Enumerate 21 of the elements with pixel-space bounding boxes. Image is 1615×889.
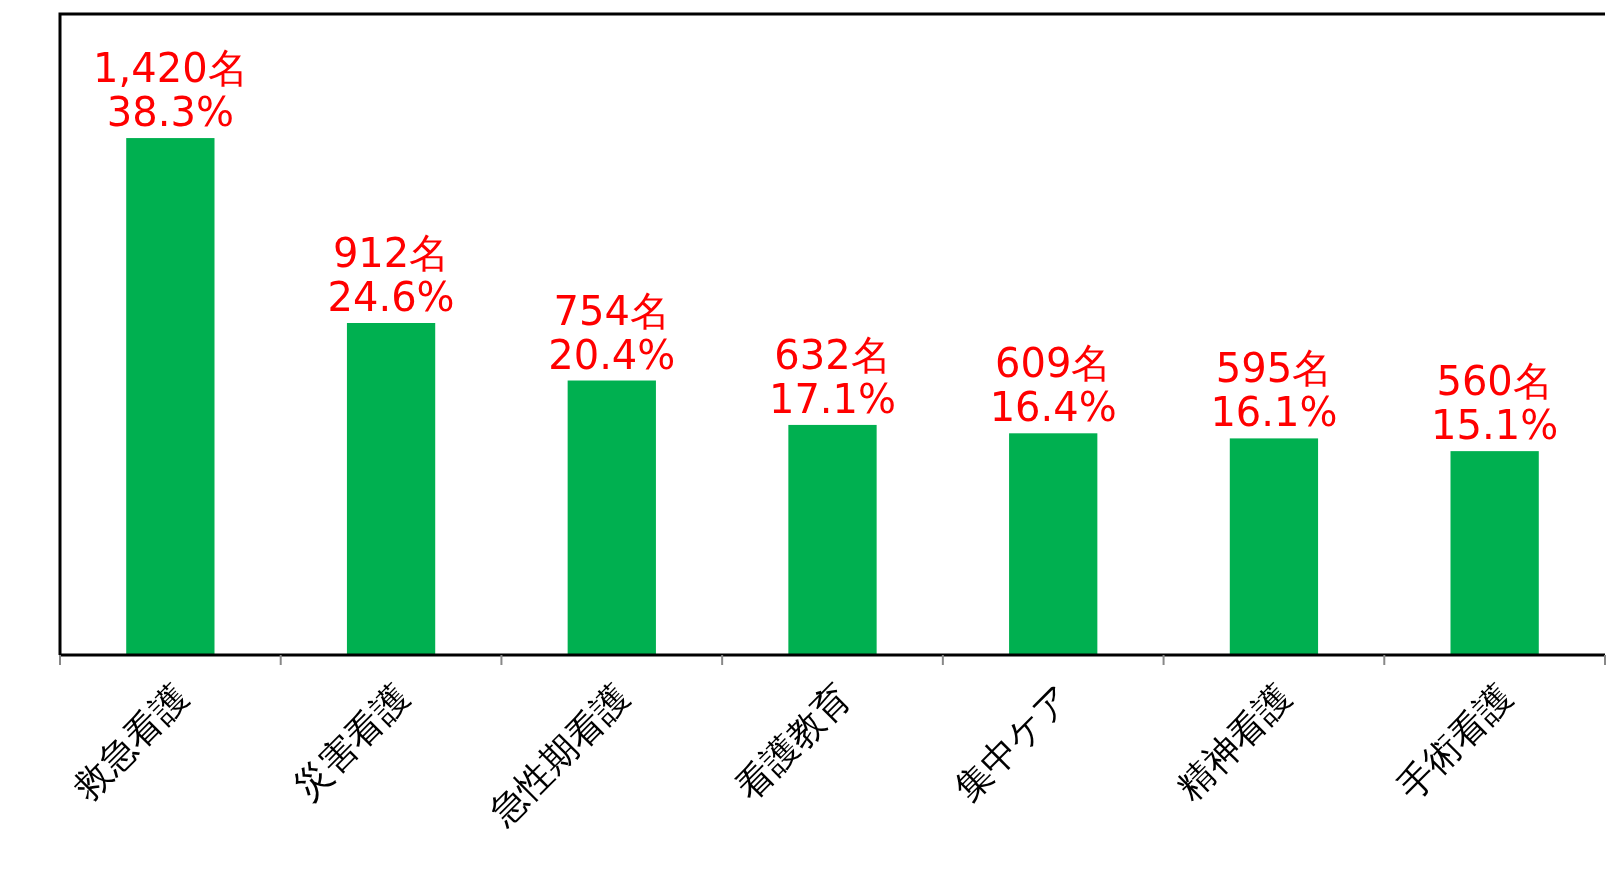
x-tick-label: 災害看護 (285, 676, 417, 808)
data-label: 1,420名 38.3% (93, 45, 248, 136)
bar (1450, 451, 1539, 655)
x-tick-label: 集中ケア (946, 676, 1079, 809)
bar (567, 380, 656, 655)
x-tick-label: 急性期看護 (480, 676, 638, 834)
data-label: 560名 15.1% (1431, 358, 1559, 449)
data-label: 754名 20.4% (548, 287, 676, 378)
bar (126, 138, 215, 655)
data-label: 595名 16.1% (1210, 345, 1338, 436)
bar (346, 323, 436, 655)
x-tick-label: 精神看護 (1168, 676, 1300, 808)
data-label: 912名 24.6% (327, 230, 455, 320)
data-label: 632名 17.1% (768, 331, 897, 422)
bar (1009, 433, 1098, 655)
x-tick-label: 救急看護 (64, 676, 197, 809)
x-tick-label: 看護教育 (727, 676, 859, 808)
bar (788, 424, 877, 655)
bar (1229, 438, 1319, 655)
data-label: 609名 16.4% (989, 340, 1117, 431)
x-tick-label: 手術看護 (1389, 676, 1521, 808)
